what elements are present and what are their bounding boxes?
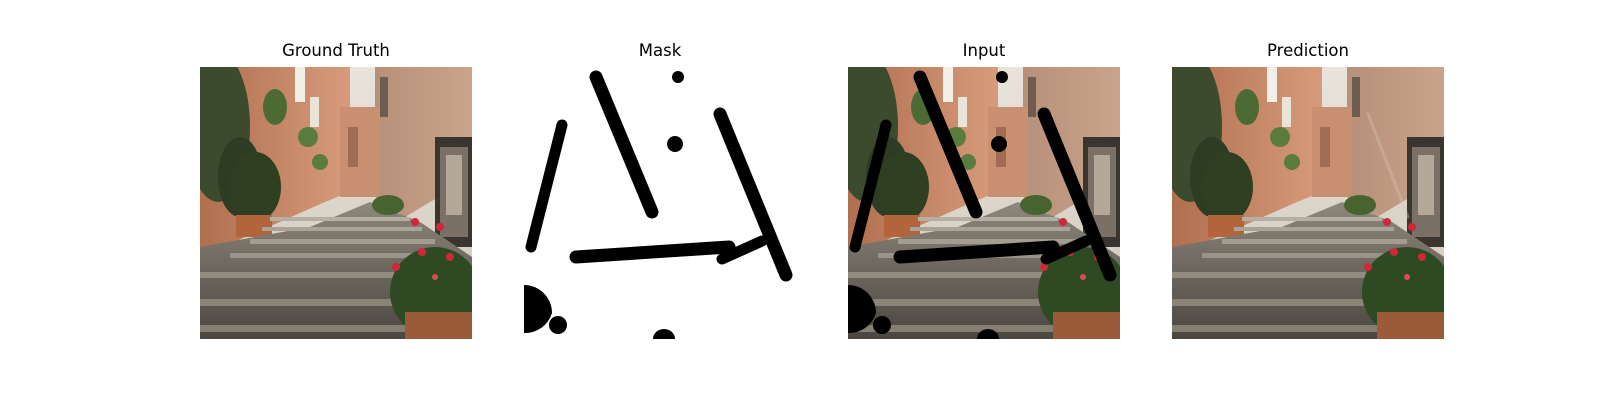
prediction-image <box>1172 67 1444 339</box>
panel-title-prediction: Prediction <box>1267 41 1349 60</box>
panel-title-input: Input <box>962 41 1006 60</box>
panel-prediction: Prediction <box>1172 0 1444 400</box>
panel-mask: Mask <box>524 0 796 400</box>
panel-ground-truth: Ground Truth <box>200 0 472 400</box>
panel-input: Input <box>848 0 1120 400</box>
ground-truth-image <box>200 67 472 339</box>
panel-title-mask: Mask <box>638 41 682 60</box>
input-image <box>848 67 1120 339</box>
panel-title-ground-truth: Ground Truth <box>282 41 390 60</box>
mask-image <box>524 67 796 339</box>
